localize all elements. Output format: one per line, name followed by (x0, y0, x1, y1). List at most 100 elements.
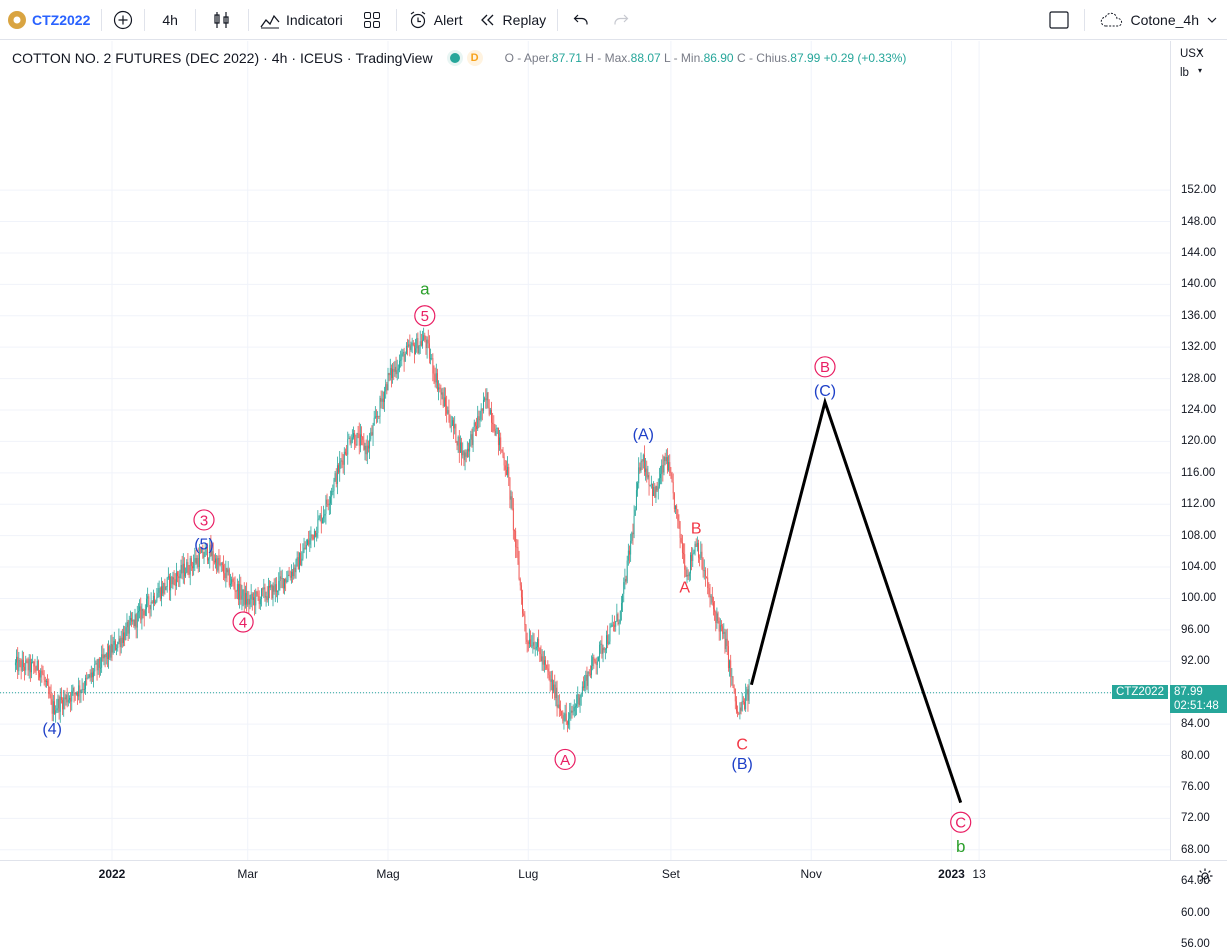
alert-button[interactable]: Alert (400, 0, 471, 40)
wave-label-green[interactable]: b (956, 837, 965, 856)
candle-body (612, 624, 614, 626)
candle-body (189, 558, 191, 575)
replay-label: Replay (502, 11, 547, 28)
candle-body (285, 578, 287, 583)
candle-body (75, 692, 77, 695)
wave-label-blue[interactable]: (B) (732, 756, 753, 773)
wave-label-red[interactable]: C (736, 736, 748, 753)
candle-body (172, 577, 174, 585)
projection-path[interactable] (749, 396, 963, 804)
high-label: H - Max. (585, 51, 631, 65)
wave-label-blue[interactable]: (5) (194, 536, 214, 553)
wave-label-pink-circle[interactable]: A (554, 748, 576, 771)
wave-label-pink-circle[interactable]: B (814, 356, 836, 378)
candle-body (658, 478, 660, 487)
candle-body (350, 440, 352, 444)
price-axis[interactable]: USX lb ▾ ▾ 152.00 148.00 144.00 140.00 136.0… (1170, 41, 1227, 950)
candle-body (716, 613, 718, 624)
interval-button[interactable]: 4h (148, 0, 192, 40)
candle-body (89, 674, 91, 678)
chart-settings-button[interactable] (1196, 867, 1214, 888)
instrument-title[interactable]: COTTON NO. 2 FUTURES (DEC 2022) (12, 50, 260, 66)
candle-body (581, 686, 583, 695)
legend-exchange: ICEUS (300, 50, 343, 66)
candle-body (456, 442, 458, 446)
symbol-search-button[interactable]: CTZ2022 (0, 0, 98, 40)
wave-label-blue[interactable]: (C) (814, 383, 836, 400)
replay-button[interactable]: Replay (471, 0, 555, 40)
candle-body (368, 445, 369, 449)
candle-body (610, 626, 612, 628)
candle-body (238, 584, 239, 600)
unit-chevron-icon[interactable]: ▾ (1198, 66, 1203, 75)
wave-labels[interactable]: (4) 3 (5) 4 a 5 (A) A B A C (B) B (C) Cb (42, 279, 972, 856)
candle-body (74, 692, 76, 695)
candle-body (221, 563, 223, 566)
candle-body (427, 339, 429, 344)
candle-body (372, 425, 374, 436)
candle-body (32, 661, 34, 663)
chart-style-button[interactable] (199, 0, 245, 40)
wave-label-red[interactable]: B (691, 521, 702, 538)
candle-body (56, 708, 58, 711)
wave-label-pink-circle[interactable]: 4 (232, 611, 254, 633)
wave-label-circle (950, 811, 972, 833)
currency-chevron-icon[interactable]: ▾ (1198, 47, 1203, 56)
candle-body (208, 558, 210, 561)
candlestick-series (14, 327, 750, 733)
candle-body (128, 620, 130, 634)
price-tick-label: 104.00 (1181, 561, 1217, 574)
candle-body (186, 562, 188, 573)
candle-body (531, 645, 533, 647)
candle-body (560, 708, 561, 711)
compare-button[interactable] (105, 0, 141, 40)
candle-body (18, 660, 20, 672)
wave-label-pink-circle[interactable]: C (950, 811, 972, 833)
templates-button[interactable] (351, 0, 393, 40)
candle-body (647, 475, 649, 478)
unit-label[interactable]: lb (1180, 67, 1189, 79)
wave-label-pink-circle[interactable]: 3 (193, 509, 215, 531)
candle-body (564, 713, 566, 721)
indicators-button[interactable]: Indicatori (252, 0, 351, 40)
candle-body (77, 692, 78, 697)
price-tick-label: 108.00 (1181, 529, 1217, 542)
candle-body (615, 621, 617, 627)
candle-body (625, 579, 627, 582)
price-tick-label: 116.00 (1181, 466, 1216, 479)
currency-label[interactable]: USX (1180, 48, 1204, 60)
redo-button[interactable] (601, 0, 641, 40)
candle-body (387, 372, 389, 391)
data-delay-badge[interactable]: D (466, 50, 483, 66)
wave-label-blue[interactable]: (A) (633, 426, 654, 443)
price-chart[interactable]: (4) 3 (5) 4 a 5 (A) A B A C (B) B (C) Cb (0, 41, 1170, 860)
wave-label-text: 3 (200, 512, 208, 529)
wave-label-red[interactable]: A (679, 579, 690, 596)
wave-label-text: (4) (42, 721, 62, 738)
wave-projection-line[interactable] (749, 396, 963, 804)
candle-body (418, 345, 420, 354)
time-axis[interactable]: 2022 Mar Mag Lug Set Nov 2023 13 (0, 860, 1227, 900)
candle-body (673, 493, 675, 510)
candle-body (407, 345, 408, 347)
price-tick-label: 120.00 (1181, 435, 1217, 448)
candle-body (198, 552, 200, 568)
candle-body (685, 569, 687, 577)
layout-menu-button[interactable]: Cotone_4h (1088, 0, 1227, 40)
wave-label-blue[interactable]: (4) (42, 721, 62, 738)
candle-body (120, 637, 122, 648)
market-status-dot-icon[interactable] (446, 50, 463, 66)
candle-body (382, 398, 384, 402)
candle-body (578, 694, 580, 706)
candle-body (635, 490, 637, 510)
wave-label-pink-circle[interactable]: 5 (414, 305, 436, 327)
fullscreen-button[interactable] (1037, 0, 1081, 40)
candle-body (303, 547, 305, 552)
candle-body (690, 554, 691, 574)
wave-label-green[interactable]: a (420, 279, 430, 298)
time-tick-label: Nov (800, 867, 822, 881)
candle-body (438, 387, 440, 390)
grid-icon (363, 11, 381, 29)
undo-button[interactable] (561, 0, 601, 40)
candle-body (250, 593, 252, 600)
